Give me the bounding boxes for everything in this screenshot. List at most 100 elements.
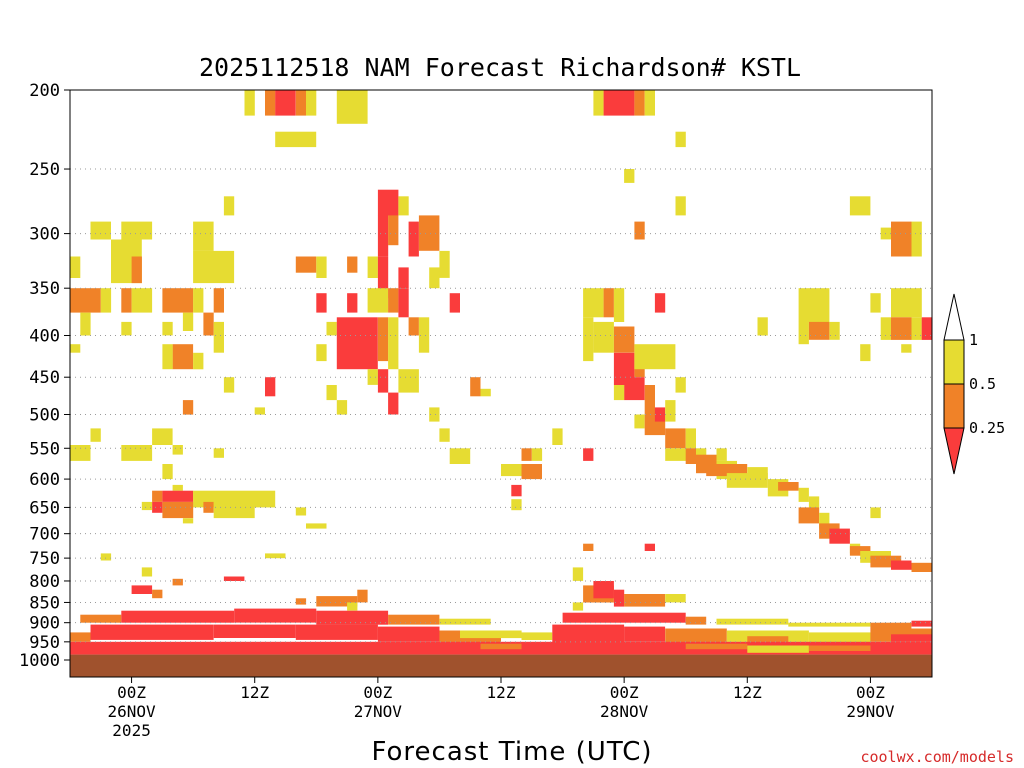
cell-below-0.25: [593, 581, 614, 599]
y-tick-label: 500: [29, 406, 60, 426]
x-tick-label: 12Z: [733, 683, 762, 702]
cell-0.5-1: [213, 448, 224, 458]
cell-0.25-0.5: [613, 326, 635, 353]
cell-0.5-1: [511, 499, 522, 511]
cell-0.5-1: [891, 288, 922, 318]
cell-below-0.25: [398, 288, 409, 318]
cell-0.5-1: [429, 267, 440, 289]
cell-0.25-0.5: [295, 256, 317, 273]
cell-0.5-1: [665, 594, 686, 603]
x-tick-label: 12Z: [240, 683, 269, 702]
cell-0.25-0.5: [162, 288, 194, 313]
cell-below-0.25: [377, 626, 440, 642]
cell-below-0.25: [90, 624, 214, 640]
cell-below-0.25: [603, 90, 635, 116]
cell-0.5-1: [213, 501, 255, 519]
y-tick-label: 900: [29, 614, 60, 634]
cell-0.25-0.5: [388, 288, 399, 313]
cell-0.5-1: [388, 317, 399, 370]
y-tick-label: 250: [29, 160, 60, 180]
cell-0.25-0.5: [470, 377, 481, 397]
cell-0.5-1: [911, 317, 922, 340]
cell-0.25-0.5: [121, 288, 132, 313]
cell-0.5-1: [716, 448, 727, 461]
cell-0.5-1: [798, 321, 809, 345]
y-tick-label: 700: [29, 525, 60, 545]
cell-0.25-0.5: [295, 90, 307, 116]
cell-0.5-1: [172, 484, 183, 491]
cell-0.5-1: [152, 428, 173, 445]
cell-0.5-1: [634, 414, 645, 429]
y-tick-label: 800: [29, 572, 60, 592]
x-tick-label: 12Z: [487, 683, 516, 702]
cell-0.25-0.5: [634, 90, 645, 116]
cell-0.25-0.5: [891, 221, 912, 257]
cell-0.5-1: [367, 369, 378, 385]
cell-below-0.25: [891, 634, 932, 642]
cell-0.5-1: [460, 630, 522, 639]
y-tick-label: 300: [29, 225, 60, 245]
cell-0.5-1: [316, 256, 327, 278]
cell-below-0.25: [583, 448, 594, 461]
cell-0.5-1: [572, 567, 584, 581]
cell-below-0.25: [408, 221, 419, 257]
cell-0.25-0.5: [603, 288, 614, 318]
cell-below-0.25: [152, 501, 163, 513]
cell-0.5-1: [798, 288, 830, 322]
cell-0.5-1: [244, 90, 255, 116]
cell-0.5-1: [911, 221, 922, 257]
cell-below-0.25: [552, 624, 625, 644]
cell-below-0.25: [829, 528, 850, 544]
cell-below-0.25: [654, 293, 666, 313]
cell-0.5-1: [121, 445, 153, 461]
cell-0.25-0.5: [624, 594, 666, 607]
y-tick-label: 650: [29, 498, 60, 518]
cell-0.5-1: [367, 256, 378, 278]
cell-0.5-1: [870, 293, 881, 313]
cell-0.5-1: [819, 512, 830, 529]
cell-0.5-1: [583, 288, 604, 318]
x-tick-label: 28NOV: [600, 702, 649, 721]
cell-0.25-0.5: [685, 448, 696, 464]
heatmap-cells: [70, 90, 932, 677]
cell-0.5-1: [808, 496, 820, 513]
cell-0.25-0.5: [172, 344, 194, 370]
cell-0.5-1: [439, 250, 450, 278]
y-tick-label: 750: [29, 549, 60, 569]
cell-below-0.25: [388, 392, 399, 415]
cell-0.5-1: [90, 428, 101, 442]
cell-0.5-1: [829, 321, 840, 340]
y-tick-label: 400: [29, 326, 60, 346]
cell-below-0.25: [162, 490, 194, 502]
cell-0.5-1: [121, 321, 132, 336]
cell-0.25-0.5: [747, 636, 789, 644]
cell-0.5-1: [665, 400, 676, 422]
x-axis-label: Forecast Time (UTC): [371, 737, 652, 767]
cell-0.25-0.5: [152, 490, 163, 502]
cell-0.25-0.5: [685, 616, 707, 625]
cell-0.5-1: [193, 352, 204, 370]
cell-0.25-0.5: [849, 546, 871, 556]
cell-0.5-1: [162, 321, 173, 336]
cell-0.25-0.5: [182, 400, 194, 415]
cell-0.25-0.5: [295, 598, 307, 605]
cell-0.5-1: [624, 169, 635, 183]
cell-below-0.25: [891, 560, 912, 570]
cell-0.5-1: [336, 90, 368, 124]
cell-below-0.25: [121, 610, 235, 623]
cell-0.5-1: [572, 602, 584, 611]
cell-0.5-1: [398, 369, 419, 393]
cell-0.5-1: [429, 407, 440, 422]
cell-0.25-0.5: [357, 589, 368, 603]
cell-below-0.25: [377, 189, 399, 216]
cell-0.5-1: [613, 385, 625, 401]
credit-text: coolwx.com/models: [860, 748, 1014, 766]
cell-0.5-1: [213, 321, 224, 353]
cell-below-0.25: [624, 626, 666, 642]
y-tick-label: 950: [29, 633, 60, 653]
cell-below-0.25: [223, 576, 245, 581]
cell-0.25-0.5: [644, 385, 655, 415]
cell-0.5-1: [70, 256, 81, 278]
